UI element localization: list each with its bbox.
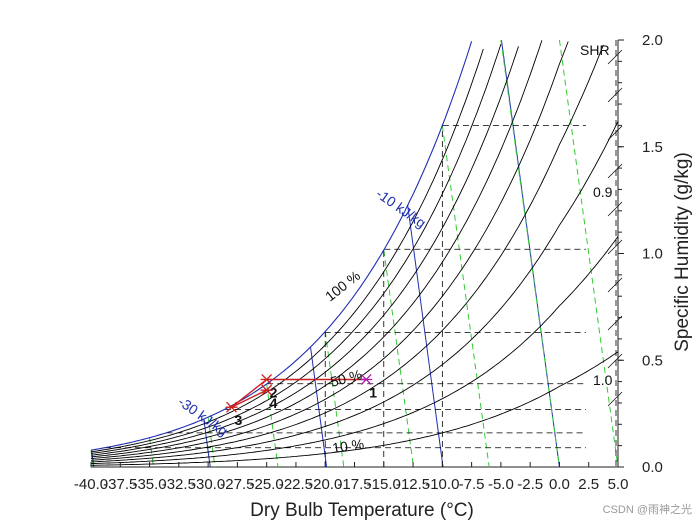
x-tick-label: -37.5 [103, 476, 137, 493]
x-tick-label: -30.0 [191, 476, 225, 493]
rh-curve-80 [90, 43, 502, 454]
x-tick-label: 2.5 [578, 476, 599, 493]
x-tick-label: -2.5 [517, 476, 543, 493]
shr-tick [607, 353, 623, 369]
state-label-2: 2 [270, 384, 278, 400]
x-tick-label: -17.5 [337, 476, 371, 493]
rh-curve-50 [90, 41, 569, 460]
shr-tick [607, 391, 623, 407]
state-label-3: 3 [235, 412, 243, 428]
wet-bulb-line [441, 125, 490, 468]
enthalpy-line [407, 205, 444, 468]
shr-label-0-9: 0.9 [593, 184, 613, 200]
x-tick-label: -15.0 [367, 476, 401, 493]
shr-tick [607, 163, 623, 179]
enthalpy-line [310, 346, 328, 468]
x-tick-label: -20.0 [308, 476, 342, 493]
y-axis-title: Specific Humidity (g/kg) [672, 152, 693, 352]
shr-tick [607, 201, 623, 217]
y-tick-label: 0.0 [642, 459, 663, 476]
x-tick-label: 0.0 [549, 476, 570, 493]
x-tick-label: -22.5 [279, 476, 313, 493]
enthalpy-line [203, 418, 211, 468]
rh-curve-40 [90, 44, 604, 461]
rh-curve-20 [90, 236, 619, 465]
wet-bulb-line [383, 249, 415, 468]
x-tick-label: -5.0 [488, 476, 514, 493]
rh-label-10: 10 % [331, 436, 365, 456]
shr-tick [607, 277, 623, 293]
shr-scale [607, 49, 623, 407]
shr-tick [607, 87, 623, 103]
x-tick-label: -25.0 [250, 476, 284, 493]
y-tick-label: 1.5 [642, 139, 663, 156]
watermark: CSDN @雨神之光 [603, 502, 692, 516]
rh-curve-100 [90, 41, 473, 451]
shr-label-1-0: 1.0 [593, 372, 613, 388]
y-tick-label: 2.0 [642, 32, 663, 49]
wet-bulb-line [558, 39, 619, 468]
y-tick-label: 1.0 [642, 246, 663, 263]
process-path: 1 2 3 4 [225, 374, 377, 428]
shr-tick [607, 239, 623, 255]
shr-tick [607, 315, 623, 331]
rh-label-50: 50 % [329, 366, 364, 390]
rh-curve-30 [90, 121, 619, 463]
wet-bulb-lines [90, 39, 619, 468]
x-axis-title: Dry Bulb Temperature (°C) [250, 500, 474, 521]
x-tick-label: -10.0 [425, 476, 459, 493]
enthalpy-label-minus-10: -10 kJ/kg [373, 185, 429, 231]
state-label-1: 1 [369, 384, 377, 400]
rh-curve-60 [90, 40, 543, 458]
shr-title: SHR [580, 42, 610, 58]
rh-label-100: 100 % [322, 267, 363, 304]
x-tick-label: -32.5 [162, 476, 196, 493]
x-tick-label: -12.5 [396, 476, 430, 493]
wet-bulb-line [266, 383, 279, 468]
axis-ticks: -40.0-37.5-35.0-32.5-30.0-27.5-25.0-22.5… [74, 32, 663, 493]
rh-curve-90 [90, 48, 484, 453]
x-tick-label: -35.0 [132, 476, 166, 493]
shr-tick [607, 49, 623, 65]
wet-bulb-line [90, 450, 94, 468]
process-polyline [231, 378, 367, 408]
wet-bulb-line [324, 331, 345, 468]
x-tick-label: -40.0 [74, 476, 108, 493]
shr-tick [607, 125, 623, 141]
rh-curve-70 [90, 46, 519, 456]
wet-bulb-line [500, 39, 560, 468]
wet-bulb-line [207, 417, 216, 468]
state-label-4: 4 [270, 395, 278, 411]
relative-humidity-curves [90, 40, 619, 466]
x-tick-label: 5.0 [608, 476, 629, 493]
x-tick-label: -27.5 [220, 476, 254, 493]
plot-area [91, 40, 619, 468]
y-tick-label: 0.5 [642, 352, 663, 369]
x-tick-label: -7.5 [459, 476, 485, 493]
